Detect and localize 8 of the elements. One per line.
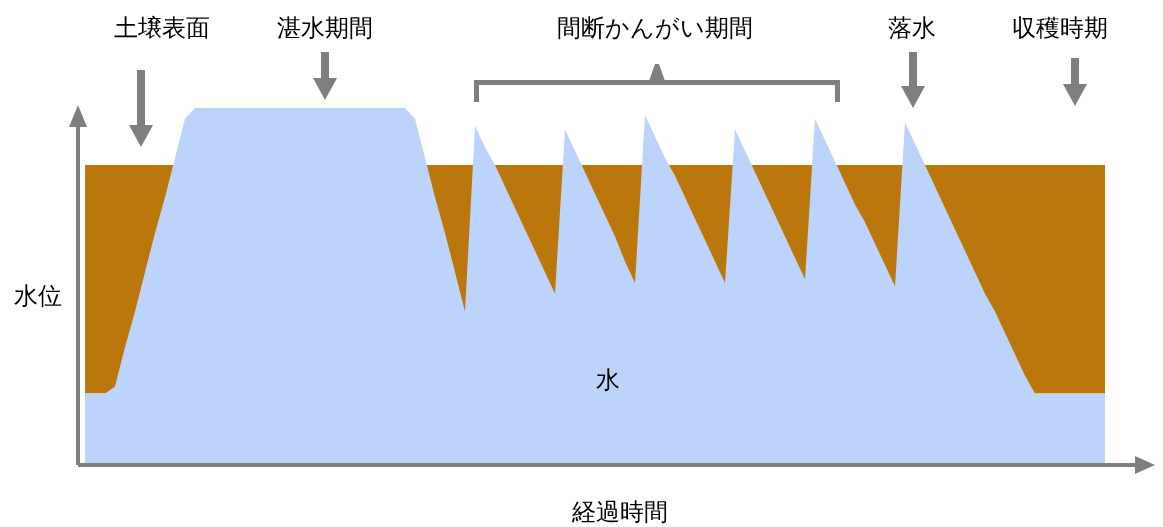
- text: 土壌表面: [114, 14, 210, 43]
- x-axis-title: 経過時間: [571, 498, 668, 527]
- annotation: 水: [596, 366, 620, 395]
- text: 湛水期間: [277, 14, 373, 43]
- text: 収穫時期: [1012, 14, 1108, 43]
- y-axis-title: 水位: [14, 282, 62, 311]
- text: 落水: [888, 14, 936, 43]
- text: 間断かんがい期間: [557, 14, 753, 43]
